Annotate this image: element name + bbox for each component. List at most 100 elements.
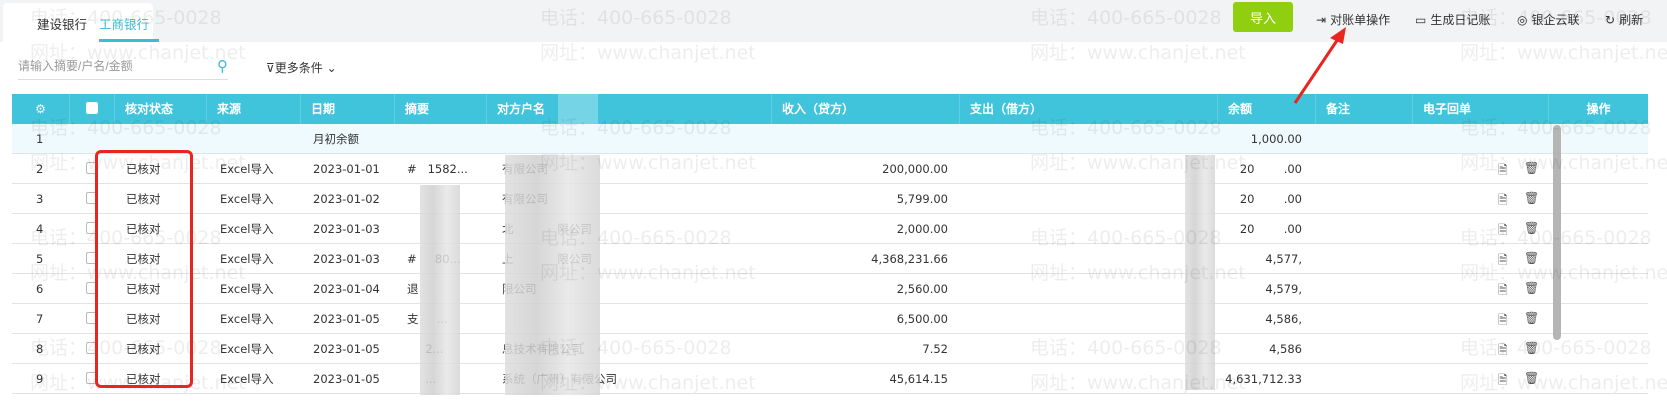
tab-ccb[interactable]: 建设银行 <box>37 17 88 32</box>
row-balance: 4,631,712.33 <box>1225 372 1302 386</box>
redaction-block <box>558 94 598 124</box>
view-detail-icon[interactable]: 🗎 <box>1498 343 1508 357</box>
row-index: 1 <box>36 132 44 146</box>
select-all-checkbox[interactable] <box>86 102 98 114</box>
bank-tabs: 建设银行 工商银行 <box>3 3 159 43</box>
select-all-header <box>70 94 115 124</box>
col-status: 核对状态 <box>115 94 207 124</box>
delete-icon[interactable]: 🗑 <box>1524 191 1540 205</box>
delete-icon[interactable]: 🗑 <box>1524 161 1540 175</box>
redaction-block <box>505 155 600 395</box>
row-income: 45,614.15 <box>889 372 948 386</box>
search-icon[interactable]: ⚲ <box>217 56 228 75</box>
table-row: 6 已核对 Excel导入 2023-01-04 退 限公司 2,560.00 … <box>12 274 1648 304</box>
view-detail-icon[interactable]: 🗎 <box>1498 223 1508 237</box>
row-index: 8 <box>36 342 44 356</box>
col-summary: 摘要 <box>395 94 487 124</box>
row-balance: 4,586, <box>1265 312 1302 326</box>
col-counterparty: 对方户名 <box>487 94 772 124</box>
delete-icon[interactable]: 🗑 <box>1524 341 1540 355</box>
row-date: 2023-01-04 <box>313 282 380 296</box>
chevron-down-icon: ⌄ <box>326 61 337 75</box>
bank-link-label: 银企云联 <box>1531 13 1580 27</box>
row-income: 200,000.00 <box>882 162 948 176</box>
row-date: 2023-01-01 <box>313 162 380 176</box>
row-income: 2,000.00 <box>896 222 948 236</box>
row-summary: # 1582... <box>407 162 468 176</box>
row-source: Excel导入 <box>220 162 274 176</box>
row-index: 5 <box>36 252 44 266</box>
row-index: 2 <box>36 162 44 176</box>
row-date: 2023-01-03 <box>313 252 380 266</box>
row-status: 已核对 <box>126 252 161 266</box>
row-source: Excel导入 <box>220 372 274 386</box>
row-index: 4 <box>36 222 44 236</box>
bank-link-button[interactable]: ◎ 银企云联 <box>1517 11 1580 28</box>
table-row: 3 已核对 Excel导入 2023-01-02 有限公司 5,799.00 2… <box>12 184 1648 214</box>
view-detail-icon[interactable]: 🗎 <box>1498 283 1508 297</box>
generate-journal-label: 生成日记账 <box>1430 13 1491 27</box>
statement-ops-label: 对账单操作 <box>1330 13 1391 27</box>
search-box: ⚲ <box>18 52 228 80</box>
tab-icbc[interactable]: 工商银行 <box>99 17 150 32</box>
col-receipt: 电子回单 <box>1413 94 1549 124</box>
row-source: Excel导入 <box>220 222 274 236</box>
search-input[interactable] <box>18 58 198 73</box>
row-status: 已核对 <box>126 282 161 296</box>
generate-journal-button[interactable]: ▭ 生成日记账 <box>1415 11 1490 28</box>
view-detail-icon[interactable]: 🗎 <box>1498 373 1508 387</box>
more-conditions-filter[interactable]: ⊽更多条件 ⌄ <box>266 59 337 76</box>
row-status: 已核对 <box>126 342 161 356</box>
row-summary: 退 <box>407 282 419 296</box>
refresh-label: 刷新 <box>1619 13 1644 27</box>
row-index: 6 <box>36 282 44 296</box>
col-income: 收入（贷方） <box>772 94 960 124</box>
row-balance: 20 .00 <box>1239 222 1302 236</box>
row-income: 6,500.00 <box>896 312 948 326</box>
delete-icon[interactable]: 🗑 <box>1524 251 1540 265</box>
more-conditions-label: 更多条件 <box>274 61 323 75</box>
redaction-block <box>420 185 460 395</box>
statement-ops-button[interactable]: ⇥ 对账单操作 <box>1316 11 1390 28</box>
row-income: 2,560.00 <box>896 282 948 296</box>
row-source: Excel导入 <box>220 192 274 206</box>
col-source: 来源 <box>207 94 301 124</box>
table-header: ⚙ 核对状态 来源 日期 摘要 对方户名 收入（贷方） 支出（借方） 余额 备注… <box>12 94 1648 124</box>
row-balance: 1,000.00 <box>1250 132 1302 146</box>
row-source: Excel导入 <box>220 282 274 296</box>
row-source: Excel导入 <box>220 342 274 356</box>
transactions-table: ⚙ 核对状态 来源 日期 摘要 对方户名 收入（贷方） 支出（借方） 余额 备注… <box>12 94 1648 394</box>
row-income: 5,799.00 <box>896 192 948 206</box>
opening-balance-row: 1 月初余额 1,000.00 <box>12 124 1648 154</box>
view-detail-icon[interactable]: 🗎 <box>1498 193 1508 207</box>
view-detail-icon[interactable]: 🗎 <box>1498 253 1508 267</box>
row-status: 已核对 <box>126 162 161 176</box>
annotation-highlight-box <box>95 150 193 388</box>
row-index: 7 <box>36 312 44 326</box>
view-detail-icon[interactable]: 🗎 <box>1498 313 1508 327</box>
col-balance: 余额 <box>1218 94 1316 124</box>
delete-icon[interactable]: 🗑 <box>1524 281 1540 295</box>
import-button[interactable]: 导入 <box>1233 2 1293 32</box>
refresh-icon: ↻ <box>1605 12 1616 27</box>
refresh-button[interactable]: ↻ 刷新 <box>1605 11 1643 28</box>
wallet-icon: ▭ <box>1415 12 1427 27</box>
row-date: 2023-01-03 <box>313 222 380 236</box>
row-status: 已核对 <box>126 192 161 206</box>
row-index: 3 <box>36 192 44 206</box>
table-row: 7 已核对 Excel导入 2023-01-05 支 ... 6,500.00 … <box>12 304 1648 334</box>
col-expense: 支出（借方） <box>960 94 1218 124</box>
row-status: 已核对 <box>126 372 161 386</box>
table-row: 2 已核对 Excel导入 2023-01-01 # 1582... 有限公司 … <box>12 154 1648 184</box>
delete-icon[interactable]: 🗑 <box>1524 371 1540 385</box>
row-status: 已核对 <box>126 312 161 326</box>
row-index: 9 <box>36 372 44 386</box>
table-row: 4 已核对 Excel导入 2023-01-03 北 限公司 2,000.00 … <box>12 214 1648 244</box>
delete-icon[interactable]: 🗑 <box>1524 311 1540 325</box>
vertical-scrollbar[interactable] <box>1553 125 1561 340</box>
row-summary: 月初余额 <box>313 132 359 146</box>
view-detail-icon[interactable]: 🗎 <box>1498 163 1508 177</box>
column-settings-icon[interactable]: ⚙ <box>12 94 70 124</box>
delete-icon[interactable]: 🗑 <box>1524 221 1540 235</box>
